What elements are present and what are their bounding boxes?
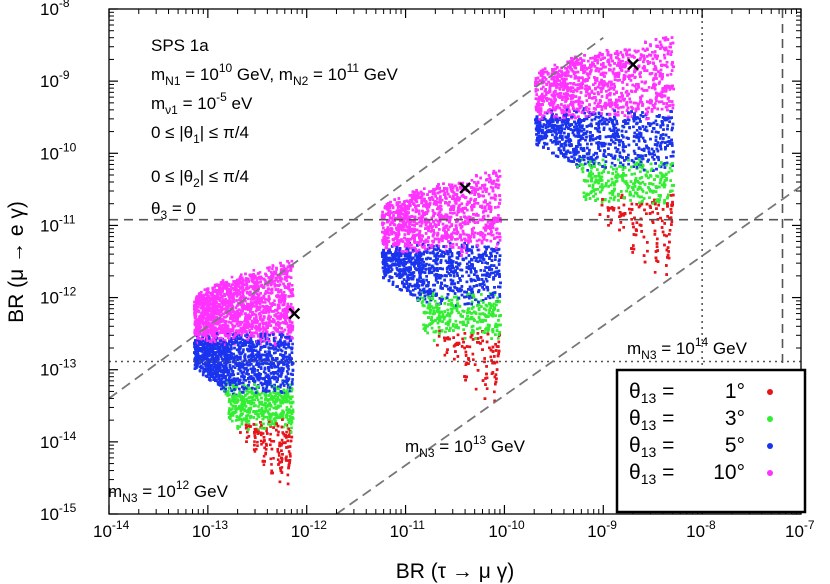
legend-value-1: 1° <box>725 380 745 403</box>
legend-value-3: 5° <box>725 434 745 457</box>
region-label-1: mN3 = 1012 GeV <box>108 478 229 505</box>
annotation-4: 0 ≤ |θ1| ≤ π/4 <box>151 123 249 146</box>
annotation-2: mN1 = 1010 GeV, mN2 = 1011 GeV <box>151 61 398 88</box>
region-cloud-3 <box>534 36 675 276</box>
diagonal-guide-1 <box>109 36 604 400</box>
region-label-3: mN3 = 1014 GeV <box>627 335 748 362</box>
plot-frame <box>108 8 802 515</box>
x-axis-label: BR (τ → μ γ) <box>396 560 514 583</box>
x-tick-label: 10-10 <box>488 518 525 541</box>
legend-entry-4: θ13 = <box>629 461 674 487</box>
x-tick-label: 10-13 <box>192 518 229 541</box>
x-tick-label: 10-11 <box>390 518 426 541</box>
legend-swatch-3 <box>767 443 773 449</box>
legend-swatch-2 <box>767 416 773 422</box>
diagonal-guide-2 <box>335 185 801 514</box>
region-labels: mN3 = 1012 GeV mN3 = 1013 GeV mN3 = 1014 G… <box>108 335 748 505</box>
legend-entry-2: θ13 = <box>629 407 674 433</box>
legend-value-4: 10° <box>713 461 745 484</box>
x-tick-label: 10-12 <box>291 518 328 541</box>
y-tick-label: 10-10 <box>40 140 77 163</box>
annotation-1: SPS 1a <box>151 36 209 55</box>
plot-border <box>108 8 802 515</box>
y-tick-label: 10-8 <box>40 0 70 19</box>
region-cloud-2 <box>380 169 502 403</box>
y-tick-label: 10-14 <box>40 429 77 452</box>
region-label-2: mN3 = 1013 GeV <box>405 433 526 460</box>
best-fit-marker-2 <box>459 182 471 194</box>
legend-swatch-1 <box>767 389 773 395</box>
axis-ticks: 10-14 10-13 10-12 10-11 10-10 10-9 10-8 10-7 10-… <box>40 0 815 541</box>
x-tick-label: 10-9 <box>587 518 617 541</box>
x-tick-label: 10-7 <box>785 518 815 541</box>
best-fit-marker-3 <box>627 58 639 71</box>
best-fit-marker-1 <box>288 307 301 320</box>
y-tick-label: 10-9 <box>40 68 70 91</box>
y-tick-label: 10-12 <box>40 285 77 308</box>
x-tick-label: 10-8 <box>686 518 716 541</box>
y-tick-label: 10-15 <box>40 501 77 524</box>
axis-labels: BR (τ → μ γ) BR (μ → e γ) <box>5 201 514 583</box>
legend-swatch-4 <box>767 470 773 476</box>
annotations: SPS 1a mN1 = 1010 GeV, mN2 = 1011 GeVmν1 … <box>151 36 398 222</box>
y-axis-label: BR (μ → e γ) <box>5 201 28 323</box>
y-tick-label: 10-11 <box>40 212 76 235</box>
legend-box <box>615 368 807 514</box>
legend-entry-3: θ13 = <box>629 434 674 460</box>
annotation-6: θ3 = 0 <box>151 199 196 222</box>
legend-entry-1: θ13 = <box>629 380 674 406</box>
best-fit-markers <box>288 58 639 320</box>
y-tick-label: 10-13 <box>40 357 77 380</box>
x-tick-label: 10-14 <box>93 518 130 541</box>
data-points <box>193 36 675 486</box>
annotation-5: 0 ≤ |θ2| ≤ π/4 <box>151 167 249 190</box>
annotation-3: mν1 = 10-5 eV <box>151 90 253 117</box>
region-cloud-1 <box>193 259 295 486</box>
legend: θ13 = 1° θ13 = 3° θ13 = 5° θ13 = 10° <box>615 368 807 514</box>
legend-value-2: 3° <box>725 407 745 430</box>
